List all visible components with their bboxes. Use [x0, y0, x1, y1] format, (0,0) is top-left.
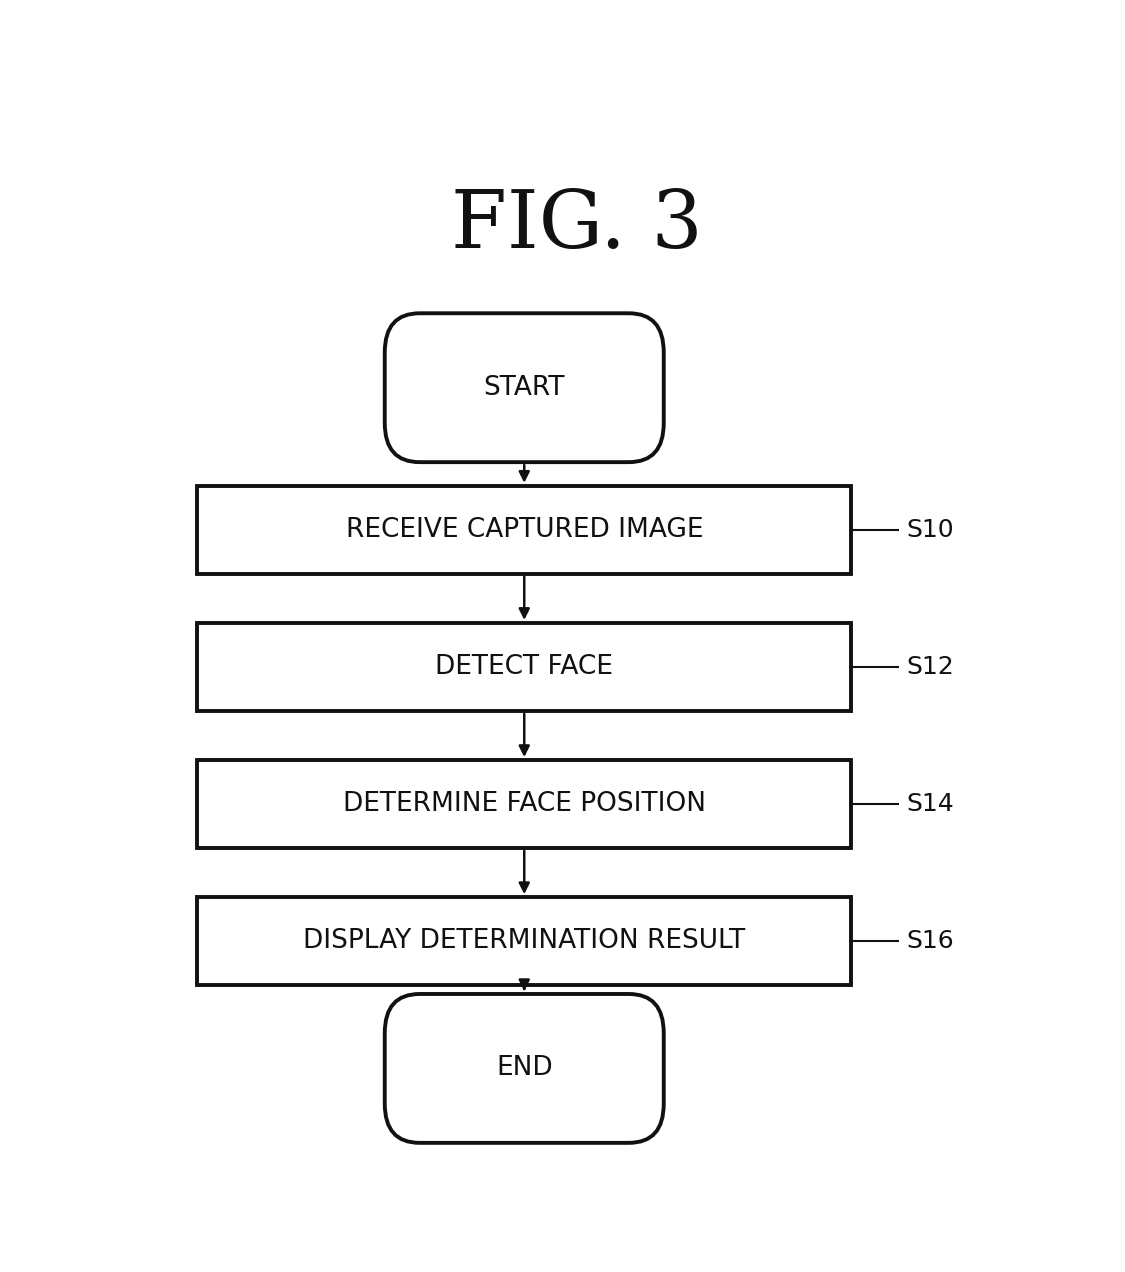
Text: DISPLAY DETERMINATION RESULT: DISPLAY DETERMINATION RESULT [303, 929, 746, 954]
Text: DETERMINE FACE POSITION: DETERMINE FACE POSITION [343, 791, 705, 817]
Text: S10: S10 [906, 518, 954, 542]
Text: S16: S16 [906, 929, 954, 953]
Text: S12: S12 [906, 655, 954, 679]
FancyBboxPatch shape [385, 993, 664, 1142]
Text: END: END [496, 1056, 552, 1081]
Text: S14: S14 [906, 792, 954, 815]
FancyBboxPatch shape [197, 759, 852, 848]
Text: RECEIVE CAPTURED IMAGE: RECEIVE CAPTURED IMAGE [345, 516, 703, 543]
FancyBboxPatch shape [197, 897, 852, 985]
Text: FIG. 3: FIG. 3 [451, 187, 702, 265]
FancyBboxPatch shape [197, 623, 852, 711]
Text: START: START [484, 375, 565, 401]
Text: DETECT FACE: DETECT FACE [435, 654, 613, 679]
FancyBboxPatch shape [385, 313, 664, 462]
FancyBboxPatch shape [197, 486, 852, 574]
